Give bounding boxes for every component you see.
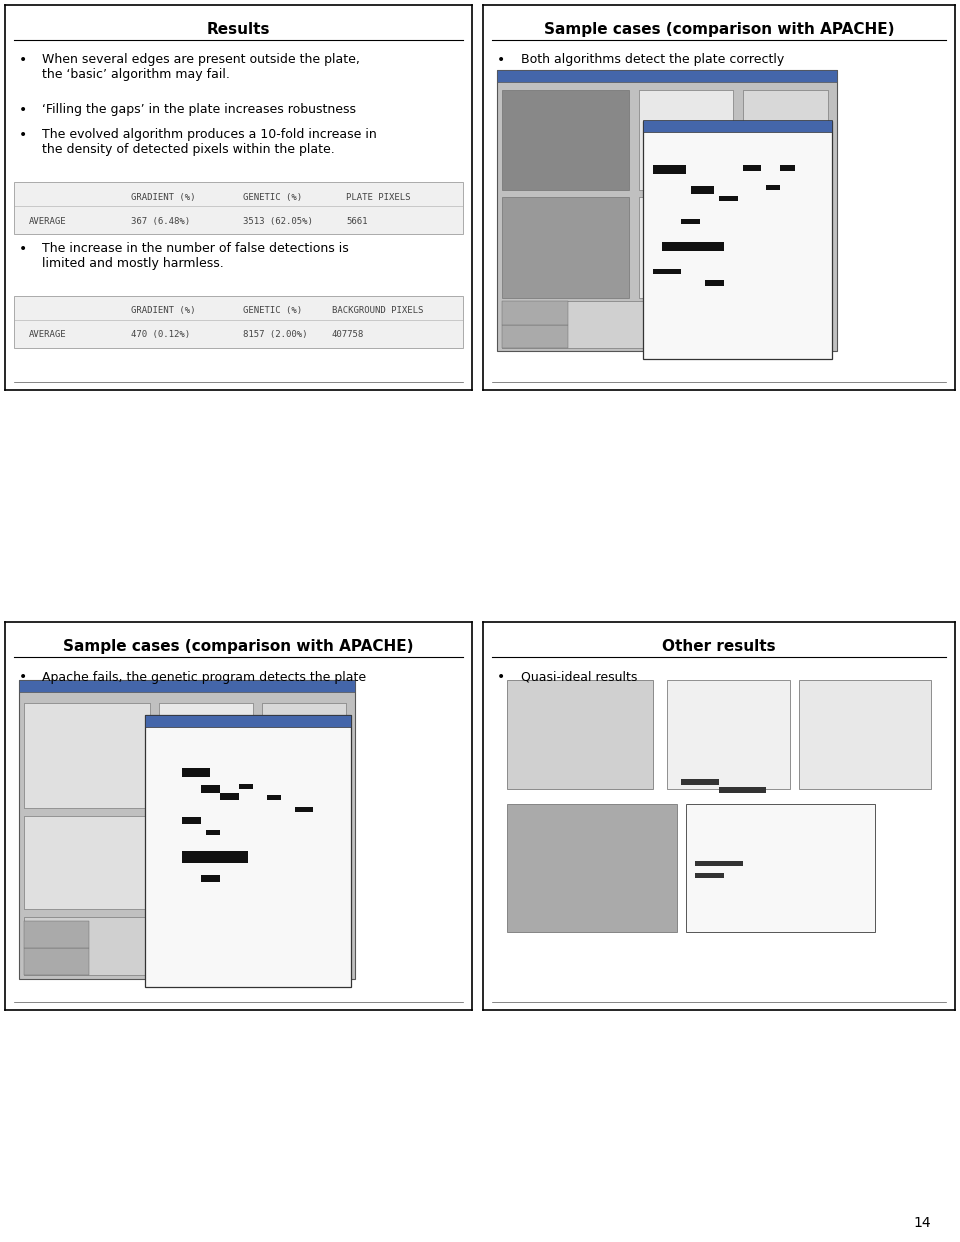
Bar	[159, 703, 252, 809]
Bar	[14, 183, 463, 233]
Bar	[182, 768, 210, 777]
Text: 3513 (62.05%): 3513 (62.05%)	[243, 217, 313, 226]
Bar	[682, 779, 719, 785]
Bar	[267, 795, 280, 801]
Text: •: •	[19, 103, 27, 117]
Bar	[643, 120, 832, 132]
Bar	[766, 185, 780, 190]
Bar	[502, 324, 568, 348]
Text: ‘Filling the gaps’ in the plate increases robustness: ‘Filling the gaps’ in the plate increase…	[42, 103, 356, 117]
Bar	[220, 794, 238, 801]
Text: Both algorithms detect the plate correctly: Both algorithms detect the plate correct…	[520, 53, 784, 66]
Text: •: •	[19, 671, 27, 684]
Bar	[502, 302, 568, 324]
Text: The evolved algorithm produces a 10-fold increase in
the density of detected pix: The evolved algorithm produces a 10-fold…	[42, 128, 377, 156]
Text: •: •	[19, 128, 27, 142]
Bar	[743, 89, 828, 190]
Bar	[690, 186, 714, 194]
Bar	[653, 268, 682, 274]
Text: 5661: 5661	[346, 217, 368, 226]
Bar	[295, 807, 313, 812]
Bar	[502, 197, 630, 298]
Bar	[686, 805, 875, 933]
Bar	[507, 805, 677, 933]
Bar	[182, 817, 202, 823]
Bar	[638, 89, 733, 190]
Text: •: •	[19, 242, 27, 256]
Text: AVERAGE: AVERAGE	[29, 217, 66, 226]
Bar	[653, 165, 686, 174]
Bar	[497, 71, 837, 82]
Bar	[695, 861, 743, 867]
Text: 14: 14	[914, 1216, 931, 1230]
Text: Apache fails, the genetic program detects the plate: Apache fails, the genetic program detect…	[42, 671, 367, 683]
Bar	[719, 195, 738, 201]
Text: Sample cases (comparison with APACHE): Sample cases (comparison with APACHE)	[543, 22, 895, 37]
Text: BACKGROUND PIXELS: BACKGROUND PIXELS	[332, 307, 423, 315]
Text: AVERAGE: AVERAGE	[29, 330, 66, 339]
Bar	[145, 715, 350, 727]
Text: •: •	[19, 53, 27, 67]
Text: Results: Results	[206, 22, 271, 37]
Text: Quasi-ideal results: Quasi-ideal results	[520, 671, 637, 683]
Text: 8157 (2.00%): 8157 (2.00%)	[243, 330, 307, 339]
Text: 367 (6.48%): 367 (6.48%)	[132, 217, 190, 226]
Bar	[19, 681, 355, 692]
Text: When several edges are present outside the plate,
the ‘basic’ algorithm may fail: When several edges are present outside t…	[42, 53, 360, 81]
Text: 407758: 407758	[332, 330, 364, 339]
Bar	[202, 874, 220, 882]
Bar	[705, 281, 724, 286]
Bar	[507, 681, 653, 789]
Text: •: •	[497, 53, 505, 67]
Bar	[667, 681, 790, 789]
Text: 470 (0.12%): 470 (0.12%)	[132, 330, 190, 339]
Bar	[719, 787, 766, 792]
Bar	[780, 165, 795, 170]
Text: The increase in the number of false detections is
limited and mostly harmless.: The increase in the number of false dete…	[42, 242, 349, 270]
Bar	[24, 948, 89, 975]
Bar	[502, 302, 729, 348]
Bar	[159, 816, 252, 909]
Text: GRADIENT (%): GRADIENT (%)	[132, 307, 196, 315]
Bar	[19, 681, 355, 979]
Bar	[682, 219, 700, 225]
Text: Sample cases (comparison with APACHE): Sample cases (comparison with APACHE)	[63, 640, 414, 655]
Bar	[262, 703, 346, 809]
Text: GRADIENT (%): GRADIENT (%)	[132, 193, 196, 202]
Text: PLATE PIXELS: PLATE PIXELS	[346, 193, 411, 202]
Bar	[202, 785, 220, 792]
Bar	[205, 830, 220, 836]
Bar	[24, 920, 89, 948]
Bar	[497, 71, 837, 351]
Bar	[24, 816, 150, 909]
Bar	[24, 703, 150, 809]
Bar	[24, 917, 248, 975]
Text: GENETIC (%): GENETIC (%)	[243, 193, 302, 202]
Text: •: •	[497, 671, 505, 684]
Bar	[238, 784, 252, 789]
Bar	[800, 681, 931, 789]
Bar	[695, 873, 724, 878]
Bar	[182, 851, 248, 862]
Bar	[643, 120, 832, 359]
Bar	[145, 715, 350, 986]
Bar	[14, 296, 463, 348]
Bar	[743, 165, 761, 170]
Text: GENETIC (%): GENETIC (%)	[243, 307, 302, 315]
Text: Other results: Other results	[662, 640, 776, 655]
Bar	[638, 197, 733, 298]
Bar	[662, 242, 724, 251]
Bar	[502, 89, 630, 190]
